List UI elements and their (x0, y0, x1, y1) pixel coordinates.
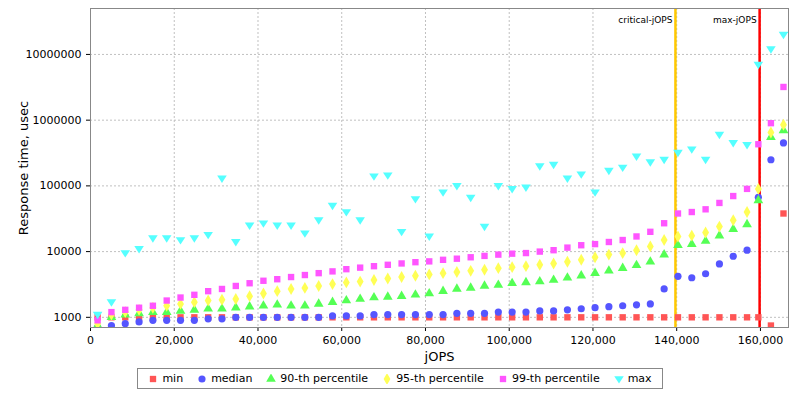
svg-text:max-jOPS: max-jOPS (713, 15, 757, 25)
html-text:min: min (162, 372, 184, 385)
svg-text:120,000: 120,000 (570, 334, 616, 347)
svg-text:160,000: 160,000 (738, 334, 784, 347)
svg-text:10000: 10000 (47, 245, 82, 258)
svg-text:10000000: 10000000 (26, 48, 82, 61)
svg-text:Response time, usec: Response time, usec (16, 101, 31, 235)
svg-text:20,000: 20,000 (155, 334, 194, 347)
svg-text:60,000: 60,000 (322, 334, 361, 347)
svg-text:jOPS: jOPS (424, 349, 455, 364)
svg-text:100000: 100000 (40, 179, 82, 192)
svg-text:0: 0 (87, 334, 94, 347)
html-text:99-th percentile: 99-th percentile (511, 372, 600, 385)
svg-text:140,000: 140,000 (654, 334, 700, 347)
svg-text:critical-jOPS: critical-jOPS (618, 15, 672, 25)
html-text:90-th percentile: 90-th percentile (280, 372, 369, 385)
html-text:95-th percentile: 95-th percentile (396, 372, 484, 385)
html-text:max: max (627, 372, 652, 385)
svg-text:80,000: 80,000 (406, 334, 445, 347)
svg-text:1000000: 1000000 (33, 114, 82, 127)
html-text:median: median (211, 372, 253, 385)
svg-text:1000: 1000 (54, 311, 82, 324)
svg-text:100,000: 100,000 (486, 334, 532, 347)
svg-text:40,000: 40,000 (239, 334, 278, 347)
